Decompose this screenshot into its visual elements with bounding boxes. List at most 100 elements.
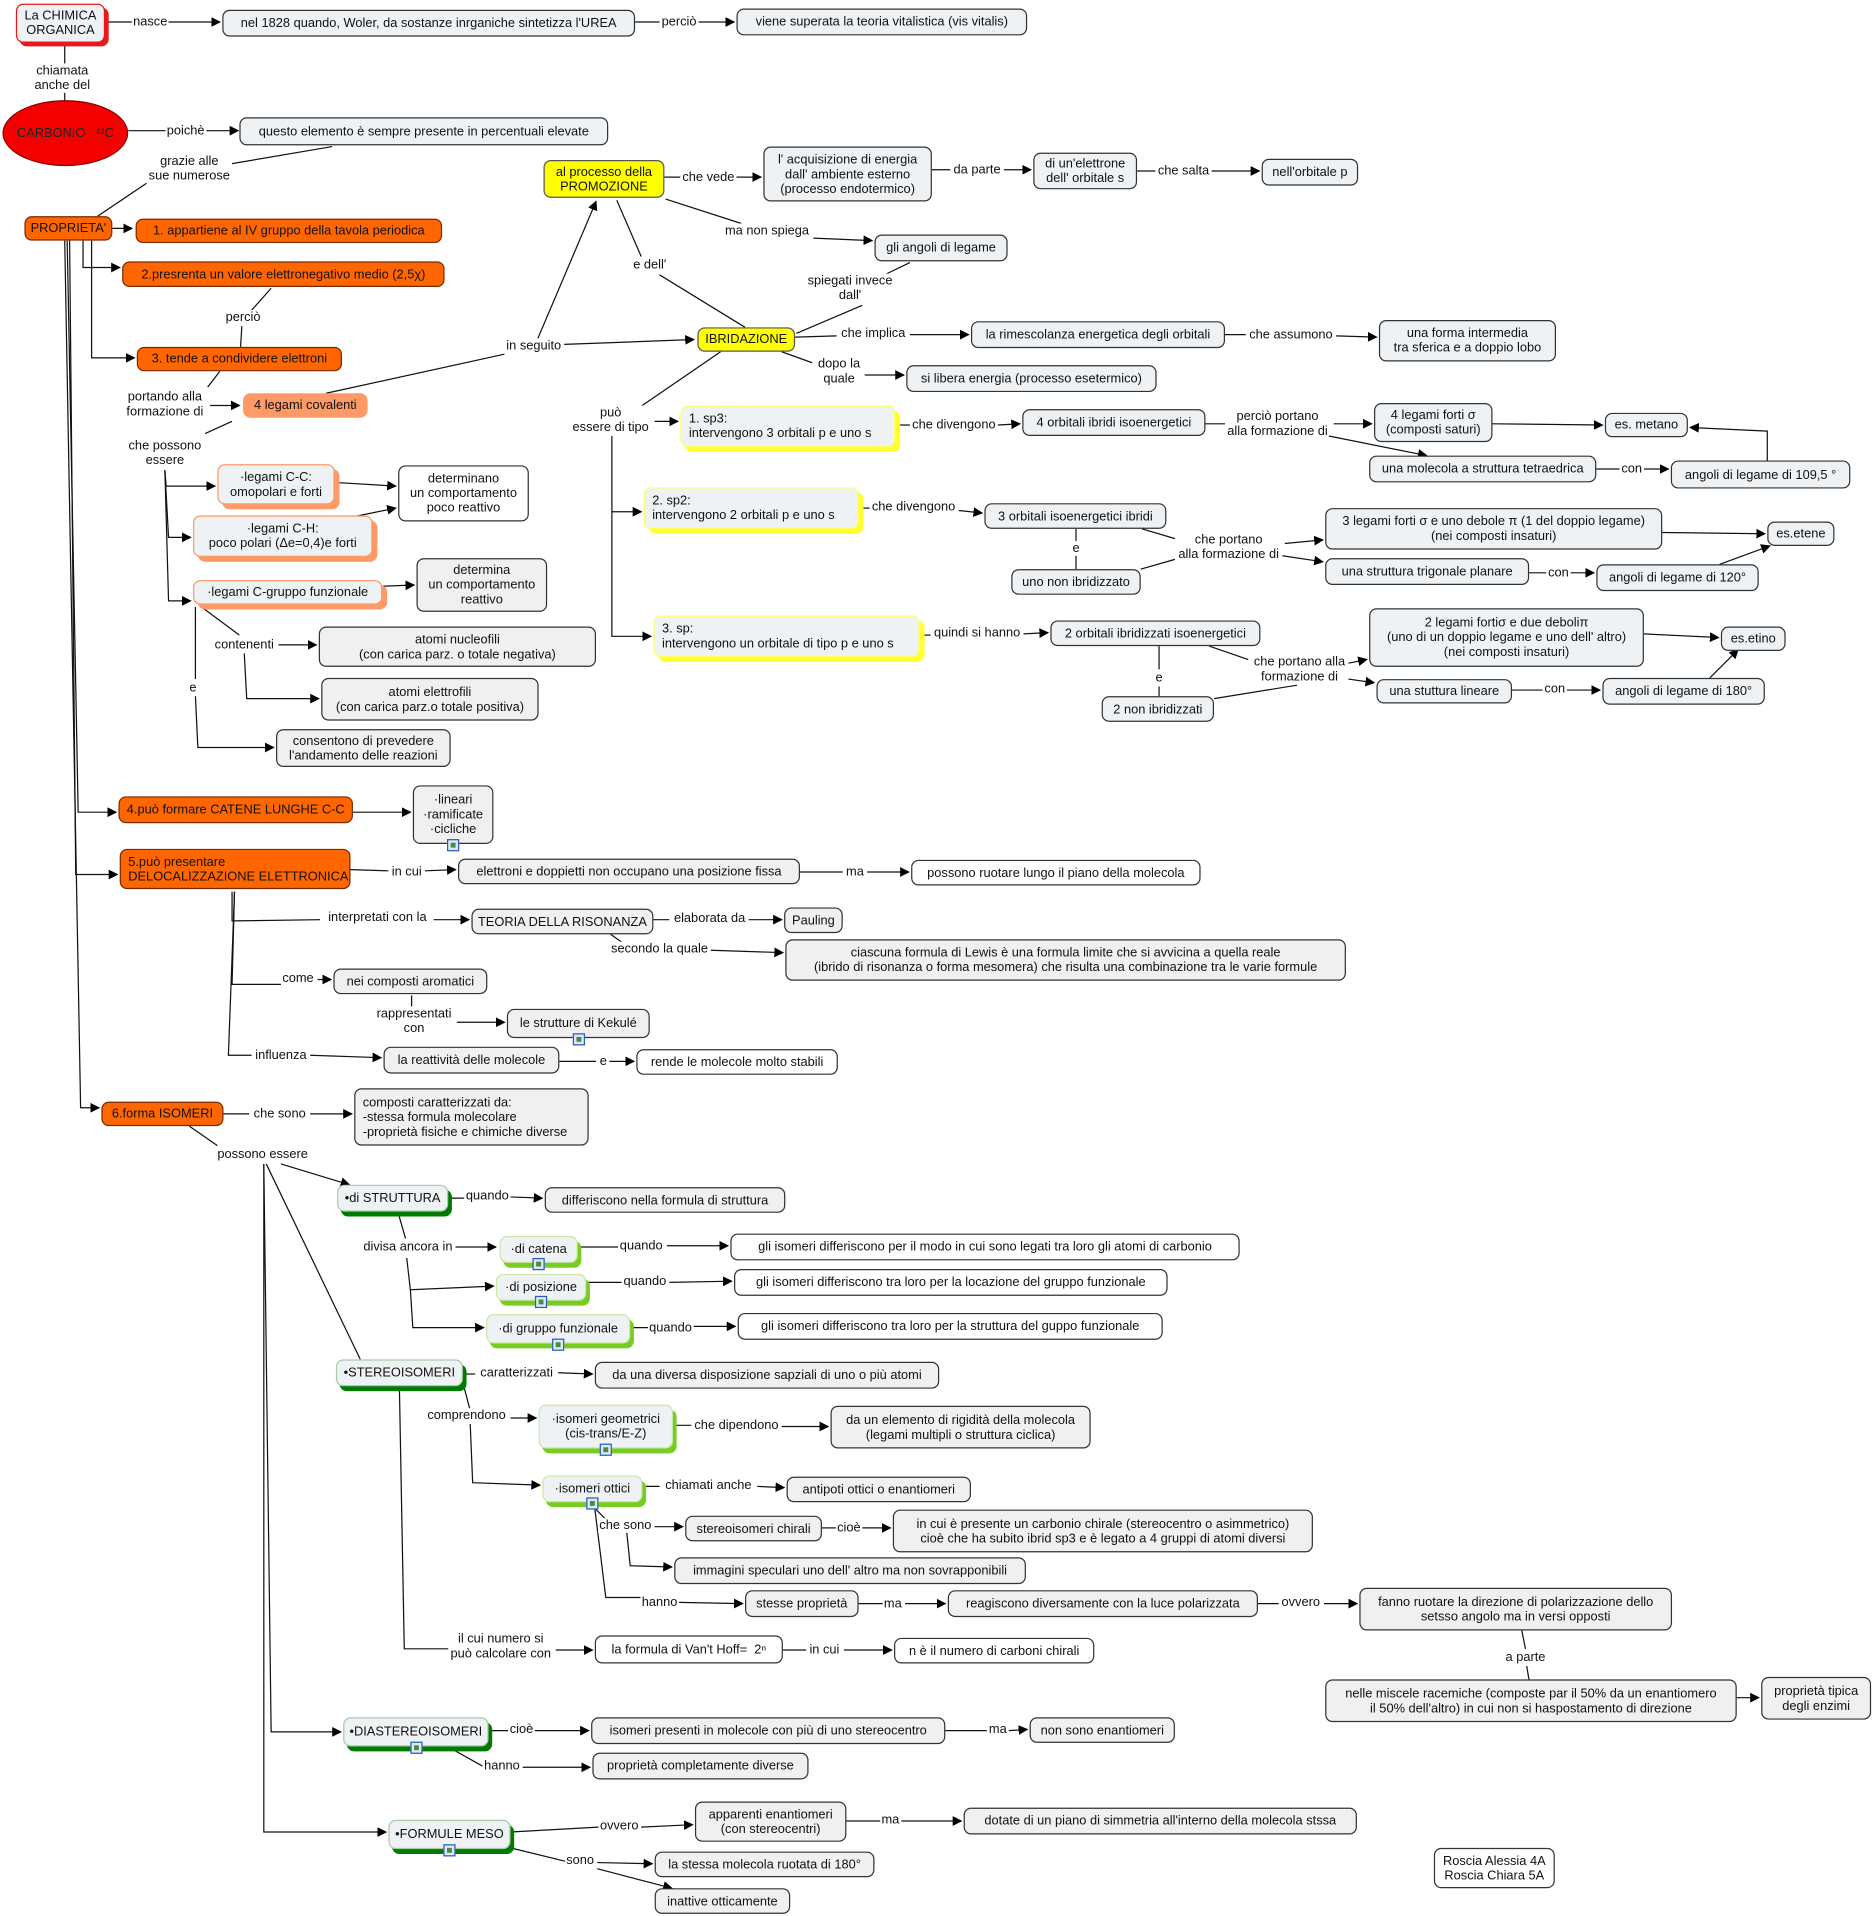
- image-resource-icon[interactable]: [443, 1844, 456, 1857]
- concept-node[interactable]: IBRIDAZIONE: [697, 327, 796, 352]
- concept-node[interactable]: gli isomeri differiscono tra loro per la…: [737, 1312, 1163, 1340]
- concept-node[interactable]: antipoti ottici o enantiomeri: [786, 1476, 971, 1503]
- concept-node[interactable]: es. metano: [1604, 412, 1688, 438]
- concept-node[interactable]: 4 orbitali ibridi isoenergetici: [1022, 409, 1206, 437]
- concept-node[interactable]: atomi nucleofili (con carica parz. o tot…: [318, 626, 597, 667]
- concept-node[interactable]: le strutture di Kekulé: [506, 1008, 650, 1046]
- image-resource-icon[interactable]: [447, 839, 460, 852]
- concept-node[interactable]: TEORIA DELLA RISONANZA: [471, 908, 654, 935]
- concept-node[interactable]: la rimescolanza energetica degli orbital…: [970, 321, 1226, 349]
- concept-node[interactable]: in cui è presente un carbonio chirale (s…: [892, 1509, 1313, 1553]
- concept-node[interactable]: 5.può presentare DELOCALIZZAZIONE ELETTR…: [119, 848, 351, 890]
- concept-node[interactable]: 3. tende a condividere elettroni: [136, 346, 342, 372]
- concept-node[interactable]: Pauling: [784, 907, 843, 934]
- concept-node[interactable]: •di STRUTTURA: [337, 1184, 449, 1212]
- concept-node[interactable]: 2 legami fortiσ e due deboliπ (uno di un…: [1369, 608, 1644, 667]
- concept-node[interactable]: una stuttura lineare: [1376, 679, 1513, 704]
- concept-node[interactable]: •FORMULE MESO: [388, 1819, 511, 1857]
- concept-node[interactable]: elettroni e doppietti non occupano una p…: [458, 858, 800, 885]
- concept-node[interactable]: la stessa molecola ruotata di 180°: [654, 1851, 875, 1878]
- concept-node[interactable]: es.etene: [1767, 521, 1835, 546]
- concept-node[interactable]: differiscono nella formula di struttura: [544, 1187, 786, 1213]
- concept-node[interactable]: 2. sp2: intervengono 2 orbitali p e uno …: [643, 487, 859, 529]
- image-resource-icon[interactable]: [599, 1443, 612, 1456]
- concept-node[interactable]: 2 orbitali ibridizzati isoenergetici: [1050, 620, 1261, 647]
- concept-node[interactable]: rende le molecole molto stabili: [636, 1049, 838, 1075]
- concept-node[interactable]: 1. appartiene al IV gruppo della tavola …: [135, 218, 443, 244]
- concept-node[interactable]: gli angoli di legame: [874, 234, 1008, 262]
- image-resource-icon[interactable]: [552, 1338, 565, 1351]
- concept-node[interactable]: ·di catena: [499, 1236, 578, 1271]
- image-resource-icon[interactable]: [409, 1741, 422, 1754]
- concept-node[interactable]: inattive otticamente: [654, 1888, 791, 1914]
- concept-node[interactable]: da una diversa disposizione sapziali di …: [594, 1361, 940, 1389]
- concept-node[interactable]: ·legami C-gruppo funzionale: [192, 580, 383, 605]
- concept-node[interactable]: 4 legami forti σ (composti saturi): [1374, 403, 1493, 443]
- concept-node[interactable]: uno non ibridizzato: [1011, 569, 1141, 595]
- concept-node[interactable]: CARBONIO ¹²C: [2, 100, 129, 167]
- concept-node[interactable]: ·di posizione: [495, 1273, 587, 1309]
- concept-node[interactable]: nelle miscele racemiche (composte par il…: [1325, 1679, 1737, 1723]
- image-resource-icon[interactable]: [532, 1257, 545, 1271]
- concept-node[interactable]: nel 1828 quando, Woler, da sostanze inrg…: [222, 9, 636, 37]
- concept-node[interactable]: immagini speculari uno dell' altro ma no…: [674, 1557, 1026, 1585]
- concept-node[interactable]: ciascuna formula di Lewis è una formula …: [785, 939, 1346, 981]
- concept-node[interactable]: 1. sp3: intervengono 3 orbitali p e uno …: [680, 405, 896, 448]
- concept-node[interactable]: questo elemento è sempre presente in per…: [239, 117, 609, 146]
- concept-node[interactable]: fanno ruotare la direzione di polarizzaz…: [1359, 1587, 1673, 1631]
- concept-node[interactable]: angoli di legame di 120°: [1596, 564, 1759, 592]
- concept-node[interactable]: da un elemento di rigidità della molecol…: [830, 1405, 1091, 1449]
- concept-node[interactable]: stesse proprietà: [745, 1590, 859, 1618]
- concept-node[interactable]: 4 legami covalenti: [243, 393, 368, 418]
- concept-node[interactable]: 3 orbitali isoenergetici ibridi: [984, 503, 1167, 529]
- concept-node[interactable]: gli isomeri differiscono per il modo in …: [730, 1233, 1240, 1261]
- concept-node[interactable]: 4.può formare CATENE LUNGHE C-C: [118, 796, 353, 824]
- concept-node[interactable]: angoli di legame di 109,5 °: [1670, 460, 1851, 489]
- concept-node[interactable]: ·isomeri ottici: [542, 1475, 643, 1510]
- concept-node[interactable]: una struttura trigonale planare: [1325, 558, 1530, 586]
- concept-node[interactable]: al processo della PROMOZIONE: [543, 159, 665, 198]
- concept-node[interactable]: 6.forma ISOMERI: [101, 1101, 224, 1127]
- concept-node[interactable]: •STEREOISOMERI: [335, 1359, 463, 1387]
- concept-node[interactable]: La CHIMICA ORGANICA: [15, 3, 106, 43]
- concept-node[interactable]: l' acquisizione di energia dall' ambient…: [763, 146, 932, 202]
- concept-node[interactable]: consentono di prevedere l'andamento dell…: [276, 729, 451, 768]
- concept-node[interactable]: apparenti enantiomeri (con stereocentri): [694, 1801, 847, 1842]
- concept-node[interactable]: una molecola a struttura tetraedrica: [1369, 455, 1597, 483]
- concept-node[interactable]: atomi elettrofili (con carica parz.o tot…: [321, 677, 539, 721]
- concept-node[interactable]: reagiscono diversamente con la luce pola…: [947, 1590, 1258, 1618]
- concept-node[interactable]: Roscia Alessia 4A Roscia Chiara 5A: [1433, 1847, 1555, 1889]
- image-resource-icon[interactable]: [586, 1497, 599, 1510]
- concept-node[interactable]: isomeri presenti in molecole con più di …: [591, 1717, 946, 1745]
- concept-node[interactable]: determinano un comportamento poco reatti…: [398, 465, 529, 522]
- concept-node[interactable]: una forma intermedia tra sferica e a dop…: [1378, 319, 1556, 362]
- concept-node[interactable]: viene superata la teoria vitalistica (vi…: [736, 8, 1028, 36]
- image-resource-icon[interactable]: [572, 1033, 585, 1046]
- concept-node[interactable]: ·legami C-H: poco polari (Δe=0,4)e forti: [192, 515, 373, 557]
- concept-node[interactable]: 3. sp: intervengono un orbitale di tipo …: [653, 615, 920, 658]
- image-resource-icon[interactable]: [534, 1295, 548, 1309]
- concept-node[interactable]: di un'elettrone dell' orbitale s: [1033, 152, 1138, 190]
- concept-node[interactable]: proprietà tipica degli enzimi: [1761, 1676, 1872, 1720]
- concept-node[interactable]: 3 legami forti σ e uno debole π (1 del d…: [1325, 508, 1663, 550]
- concept-node[interactable]: ·isomeri geometrici (cis-trans/E-Z): [538, 1404, 673, 1456]
- concept-node[interactable]: possono ruotare lungo il piano della mol…: [911, 859, 1201, 886]
- concept-node[interactable]: n è il numero di carboni chirali: [894, 1637, 1095, 1664]
- concept-node[interactable]: proprietà completamente diverse: [592, 1752, 809, 1780]
- concept-node[interactable]: •DIASTEREOISOMERI: [343, 1717, 489, 1754]
- concept-node[interactable]: la reattività delle molecole: [383, 1046, 560, 1074]
- concept-node[interactable]: nell'orbitale p: [1261, 158, 1359, 186]
- concept-node[interactable]: nei composti aromatici: [333, 968, 488, 995]
- concept-node[interactable]: la formula di Van't Hoff= 2ⁿ: [594, 1635, 783, 1664]
- concept-node[interactable]: es.etino: [1720, 626, 1786, 651]
- concept-node[interactable]: composti caratterizzati da: -stessa form…: [354, 1088, 589, 1146]
- concept-node[interactable]: ·lineari ·ramificate ·cicliche: [412, 785, 494, 852]
- concept-node[interactable]: dotate di un piano di simmetria all'inte…: [963, 1807, 1357, 1835]
- concept-node[interactable]: PROPRIETA': [24, 216, 113, 241]
- concept-node[interactable]: non sono enantiomeri: [1029, 1717, 1175, 1743]
- concept-node[interactable]: angoli di legame di 180°: [1602, 677, 1765, 705]
- concept-node[interactable]: gli isomeri differiscono tra loro per la…: [734, 1268, 1168, 1296]
- concept-node[interactable]: ·di gruppo funzionale: [486, 1314, 631, 1351]
- concept-node[interactable]: 2.presrenta un valore elettronegativo me…: [122, 261, 445, 288]
- concept-node[interactable]: 2 non ibridizzati: [1101, 696, 1215, 722]
